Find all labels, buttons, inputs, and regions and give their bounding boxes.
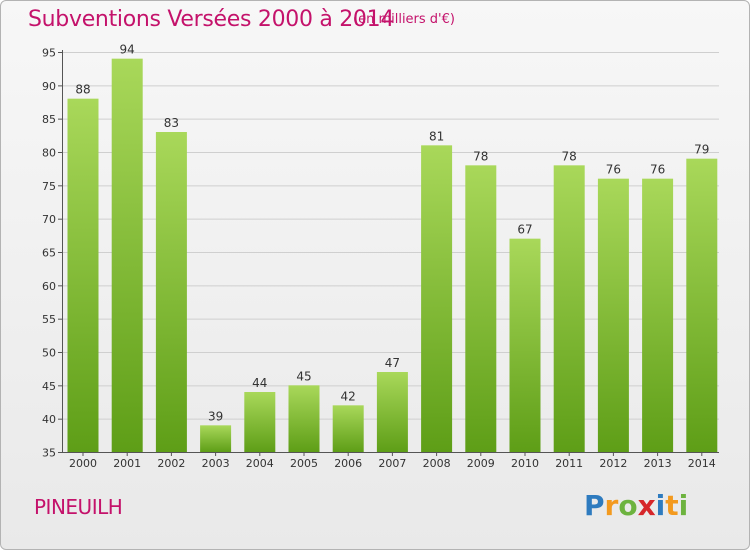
- y-tick-label: 90: [42, 80, 56, 93]
- y-tick-label: 45: [42, 380, 56, 393]
- bar-2004: [244, 392, 276, 452]
- data-label: 94: [120, 43, 135, 57]
- x-tick-label: 2014: [688, 457, 716, 470]
- data-label: 47: [385, 356, 400, 370]
- bars: [67, 58, 718, 453]
- axes: 35 40 45 50 55 60 65 70 75 80 85 90 95 2000 2001 2002 20…: [42, 47, 719, 470]
- y-tick-label: 55: [42, 313, 56, 326]
- x-tick-label: 2002: [157, 457, 185, 470]
- data-label: 78: [473, 149, 488, 163]
- x-tick-label: 2006: [334, 457, 362, 470]
- x-tick-label: 2005: [290, 457, 318, 470]
- logo-letter: i: [655, 489, 666, 522]
- bar-2013: [642, 178, 674, 452]
- bar-2005: [288, 385, 320, 452]
- bar-2002: [155, 132, 187, 452]
- bar-2007: [376, 372, 408, 452]
- y-tick-label: 85: [42, 113, 56, 126]
- x-tick-label: 2009: [467, 457, 495, 470]
- chart-subtitle: (en milliers d'€): [353, 12, 455, 27]
- x-tick-label: 2003: [202, 457, 230, 470]
- bar-2003: [200, 425, 232, 452]
- chart-title: Subventions Versées 2000 à 2014: [28, 7, 395, 32]
- data-label: 83: [164, 116, 179, 130]
- logo-letter: t: [665, 489, 679, 522]
- data-label: 78: [562, 149, 577, 163]
- y-tick-label: 60: [42, 280, 56, 293]
- data-label: 67: [517, 223, 532, 237]
- logo-letter: x: [637, 489, 656, 522]
- y-tick-label: 65: [42, 247, 56, 260]
- data-label: 88: [75, 83, 90, 97]
- data-label: 42: [341, 389, 356, 403]
- bar-2008: [421, 145, 453, 453]
- y-tick-label: 35: [42, 447, 56, 460]
- y-tick-label: 75: [42, 180, 56, 193]
- y-tick-label: 95: [42, 47, 56, 60]
- commune-name: PINEUILH: [34, 495, 123, 519]
- data-label: 44: [252, 376, 267, 390]
- bar-2001: [111, 58, 143, 453]
- data-label: 39: [208, 409, 223, 423]
- x-tick-label: 2011: [555, 457, 583, 470]
- x-tick-label: 2000: [69, 457, 97, 470]
- y-tick-label: 40: [42, 413, 56, 426]
- bar-2011: [553, 165, 585, 453]
- logo-letter: i: [678, 489, 689, 522]
- data-label: 45: [296, 369, 311, 383]
- labels: 88 94 83 39 44 45 42 47 81 78 67 78 76 76 79: [75, 43, 709, 424]
- data-label: 81: [429, 129, 444, 143]
- bar-2009: [465, 165, 497, 453]
- x-tick-label: 2004: [246, 457, 274, 470]
- y-tick-label: 50: [42, 347, 56, 360]
- y-tick-label: 70: [42, 213, 56, 226]
- x-tick-label: 2007: [378, 457, 406, 470]
- bar-2000: [67, 98, 99, 453]
- bar-2006: [332, 405, 364, 452]
- y-tick-label: 80: [42, 147, 56, 160]
- bar-2014: [686, 158, 718, 452]
- x-tick-label: 2012: [599, 457, 627, 470]
- x-tick-label: 2013: [644, 457, 672, 470]
- bar-2012: [597, 178, 629, 452]
- logo-letter: P: [584, 489, 605, 522]
- logo-letter: o: [618, 489, 638, 522]
- data-label: 79: [694, 143, 709, 157]
- data-label: 76: [606, 163, 621, 177]
- x-tick-label: 2010: [511, 457, 539, 470]
- x-tick-label: 2008: [423, 457, 451, 470]
- data-label: 76: [650, 163, 665, 177]
- proxiti-logo: Proxiti: [584, 489, 688, 522]
- x-tick-label: 2001: [113, 457, 141, 470]
- bar-2010: [509, 238, 541, 452]
- logo-letter: r: [604, 489, 619, 522]
